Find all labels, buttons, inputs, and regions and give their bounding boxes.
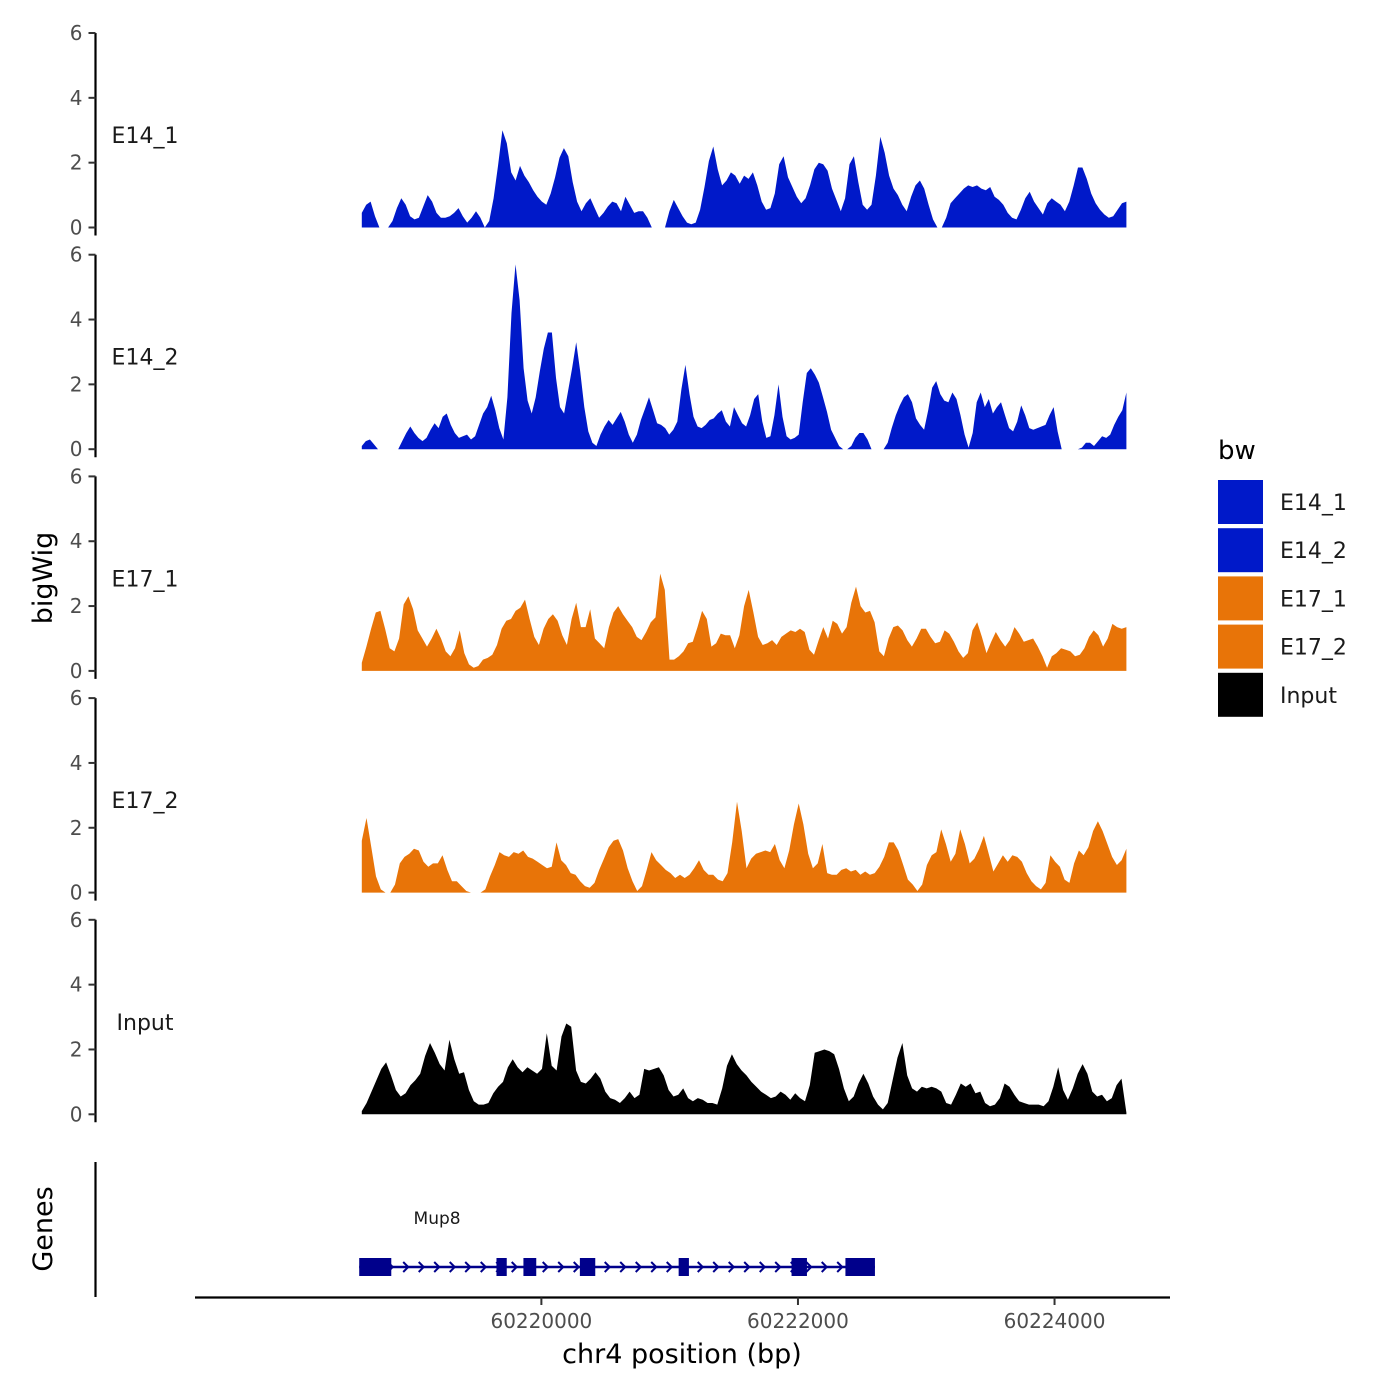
legend-entry-E14_1: E14_1 bbox=[1218, 480, 1347, 524]
y-tick-label: 4 bbox=[70, 529, 83, 553]
x-axis: chr4 position (bp) 60220000 60222000 60224… bbox=[195, 1296, 1170, 1370]
strand-arrow bbox=[712, 1261, 720, 1273]
legend-label: Input bbox=[1280, 684, 1337, 709]
track-E14_2: 0 2 4 6 E14_2 bbox=[70, 243, 1127, 461]
strand-arrow bbox=[619, 1261, 627, 1273]
genes-axis-title: Genes bbox=[28, 1186, 59, 1271]
exon bbox=[791, 1258, 807, 1276]
strand-arrow bbox=[511, 1261, 519, 1273]
exon bbox=[523, 1258, 537, 1276]
x-tick-label: 60224000 bbox=[1004, 1309, 1106, 1333]
y-tick-label: 4 bbox=[70, 86, 83, 110]
strand-arrow bbox=[805, 1261, 813, 1273]
strand-arrow bbox=[836, 1261, 844, 1273]
strand-arrow bbox=[635, 1261, 643, 1273]
legend-label: E14_2 bbox=[1280, 539, 1347, 564]
legend-label: E14_1 bbox=[1280, 491, 1347, 516]
y-tick-label: 0 bbox=[70, 881, 83, 905]
x-axis-title: chr4 position (bp) bbox=[562, 1339, 802, 1370]
track-label: E14_2 bbox=[112, 346, 179, 371]
y-tick-label: 2 bbox=[70, 372, 83, 396]
y-tick-label: 6 bbox=[70, 464, 83, 488]
y-tick-label: 4 bbox=[70, 973, 83, 997]
strand-arrow bbox=[774, 1261, 782, 1273]
x-tick-label: 60220000 bbox=[490, 1309, 592, 1333]
track-E14_1: 0 2 4 6 E14_1 bbox=[70, 21, 1127, 240]
y-tick-label: 4 bbox=[70, 751, 83, 775]
y-tick-label: 2 bbox=[70, 816, 83, 840]
legend-entry-E14_2: E14_2 bbox=[1218, 528, 1347, 573]
strand-arrow bbox=[480, 1261, 488, 1273]
exon bbox=[678, 1258, 689, 1276]
legend-entry-E17_1: E17_1 bbox=[1218, 576, 1347, 621]
y-tick-label: 6 bbox=[70, 243, 83, 267]
y-axis-title: bigWig bbox=[28, 532, 59, 625]
track-label: E17_2 bbox=[112, 789, 179, 814]
legend-title: bw bbox=[1218, 436, 1256, 466]
y-tick-label: 6 bbox=[70, 686, 83, 710]
track-label: Input bbox=[117, 1011, 174, 1036]
track-Input: 0 2 4 6 Input bbox=[70, 908, 1127, 1126]
legend-swatch bbox=[1218, 528, 1263, 573]
legend-swatch bbox=[1218, 624, 1263, 669]
strand-arrow bbox=[697, 1261, 705, 1273]
track-label: E14_1 bbox=[112, 124, 179, 149]
strand-arrow bbox=[449, 1261, 457, 1273]
coverage-area bbox=[361, 1023, 1127, 1115]
y-tick-label: 0 bbox=[70, 659, 83, 683]
track-label: E17_1 bbox=[112, 567, 179, 592]
strand-arrow bbox=[433, 1261, 441, 1273]
y-tick-label: 6 bbox=[70, 908, 83, 932]
gene-Mup8: Mup8 bbox=[359, 1209, 875, 1276]
y-tick-label: 2 bbox=[70, 151, 83, 175]
coverage-area bbox=[361, 130, 1127, 228]
legend-swatch bbox=[1218, 672, 1263, 717]
x-tick-label: 60222000 bbox=[747, 1309, 849, 1333]
legend-entry-Input: Input bbox=[1218, 672, 1337, 717]
exon bbox=[845, 1258, 875, 1276]
legend-swatch bbox=[1218, 576, 1263, 621]
strand-arrow bbox=[604, 1261, 612, 1273]
strand-arrow bbox=[743, 1261, 751, 1273]
coverage-area bbox=[361, 573, 1127, 671]
strand-arrow bbox=[759, 1261, 767, 1273]
legend-entry-E17_2: E17_2 bbox=[1218, 624, 1347, 669]
strand-arrow bbox=[650, 1261, 658, 1273]
y-tick-label: 4 bbox=[70, 308, 83, 332]
strand-arrow bbox=[821, 1261, 829, 1273]
legend: bw E14_1 E14_2 E17_1 E17_2 Input bbox=[1218, 436, 1347, 717]
strand-arrow bbox=[402, 1261, 410, 1273]
strand-arrow bbox=[728, 1261, 736, 1273]
legend-swatch bbox=[1218, 480, 1263, 524]
gene-label: Mup8 bbox=[414, 1209, 461, 1229]
track-E17_1: 0 2 4 6 E17_1 bbox=[70, 464, 1127, 683]
y-tick-label: 6 bbox=[70, 21, 83, 45]
strand-arrow bbox=[542, 1261, 550, 1273]
exon bbox=[496, 1258, 507, 1276]
strand-arrow bbox=[464, 1261, 472, 1273]
y-tick-label: 2 bbox=[70, 1037, 83, 1061]
coverage-area bbox=[361, 801, 1127, 893]
strand-arrow bbox=[557, 1261, 565, 1273]
track-E17_2: 0 2 4 6 E17_2 bbox=[70, 686, 1127, 905]
strand-arrow bbox=[573, 1261, 581, 1273]
legend-label: E17_2 bbox=[1280, 636, 1347, 661]
exon bbox=[579, 1258, 596, 1276]
y-tick-label: 0 bbox=[70, 1102, 83, 1126]
y-tick-label: 2 bbox=[70, 594, 83, 618]
y-tick-label: 0 bbox=[70, 437, 83, 461]
legend-label: E17_1 bbox=[1280, 587, 1347, 612]
genes-panel: Genes Mup8 bbox=[28, 1162, 875, 1297]
exon bbox=[359, 1258, 392, 1276]
tracks-layer: 0 2 4 6 E14_1 0 2 4 6 E14_2 0 2 4 6 E17_1 0 2 4 6 E17_2 0 2 4 6… bbox=[70, 21, 1127, 1126]
strand-arrow bbox=[666, 1261, 674, 1273]
coverage-area bbox=[361, 264, 1127, 450]
y-tick-label: 0 bbox=[70, 216, 83, 240]
strand-arrow bbox=[418, 1261, 426, 1273]
